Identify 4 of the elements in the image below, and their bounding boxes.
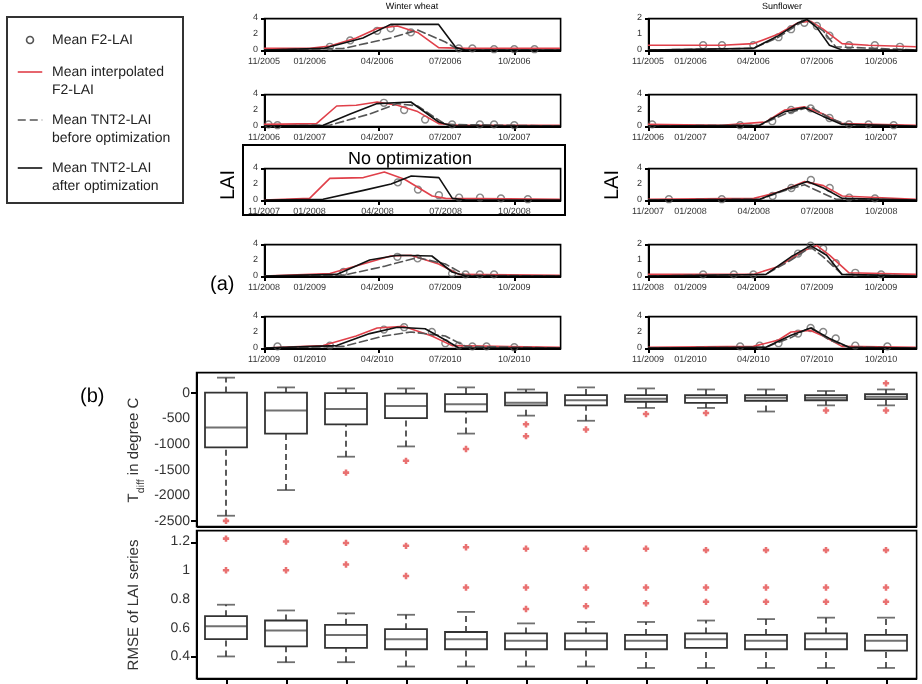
y-axis-title: LAI: [602, 169, 624, 201]
text: (b): [80, 386, 105, 408]
y-axis-title: LAI: [218, 169, 240, 201]
text: (a): [210, 274, 235, 296]
